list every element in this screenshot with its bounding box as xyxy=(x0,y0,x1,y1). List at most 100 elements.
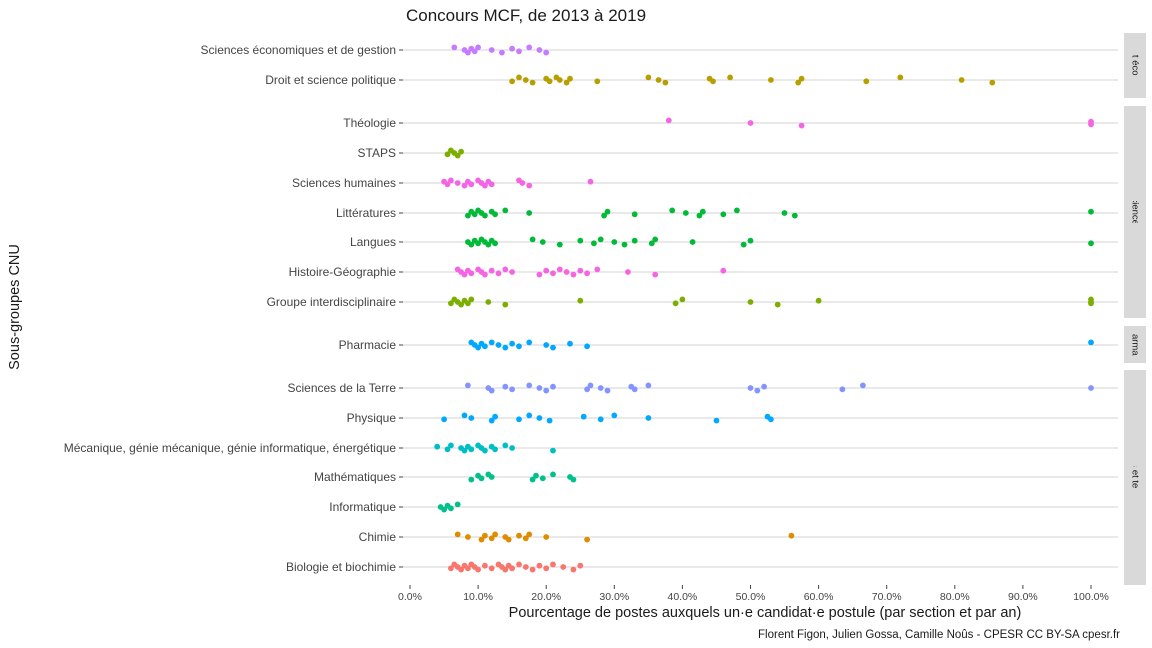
data-point xyxy=(448,300,454,307)
facet-strip-harmac: harmac xyxy=(1124,326,1146,363)
category-label-staps: STAPS xyxy=(358,146,396,160)
x-axis-ticks: 0.0% 10.0% 20.0% 30.0% 40.0% 50.0% 60.0% 70.0% 8… xyxy=(398,585,1109,603)
data-point xyxy=(478,475,485,482)
data-point xyxy=(798,75,805,82)
data-point xyxy=(526,412,533,419)
data-point xyxy=(516,48,522,55)
data-point xyxy=(536,271,543,278)
data-point xyxy=(860,382,866,389)
data-point xyxy=(492,446,498,453)
data-point xyxy=(509,45,515,52)
data-point xyxy=(556,77,563,83)
data-point xyxy=(597,236,604,243)
data-point xyxy=(475,344,481,351)
data-point xyxy=(740,241,747,248)
data-point xyxy=(488,417,495,424)
data-point xyxy=(482,182,488,189)
data-point xyxy=(577,267,584,274)
data-point xyxy=(448,442,454,449)
data-point xyxy=(451,44,458,51)
data-point xyxy=(471,211,478,218)
data-point xyxy=(529,476,536,483)
data-point xyxy=(526,210,533,216)
data-point xyxy=(550,447,556,454)
data-point xyxy=(597,416,604,423)
data-point xyxy=(798,122,805,129)
data-point xyxy=(754,387,761,394)
data-point xyxy=(689,239,696,245)
data-point xyxy=(536,562,543,569)
data-point xyxy=(448,565,454,572)
data-point xyxy=(526,44,533,51)
y-axis-label: Sous-groupes CNU xyxy=(7,244,23,370)
data-point xyxy=(543,534,550,540)
x-tick-label: 40.0% xyxy=(668,591,698,603)
data-point xyxy=(584,386,590,393)
category-label-histoire-geographie: Histoire-Géographie xyxy=(289,265,397,279)
data-point xyxy=(519,180,526,186)
data-point xyxy=(645,382,652,389)
x-tick-label: 90.0% xyxy=(1008,591,1038,603)
data-point xyxy=(471,48,478,55)
category-labels: Sciences économiques et de gestion Droit … xyxy=(64,43,403,574)
category-label-droit-et-science-politique: Droit et science politique xyxy=(265,73,396,87)
category-label-litteratures: Littératures xyxy=(336,206,396,220)
data-point xyxy=(468,296,475,303)
data-point xyxy=(577,297,584,304)
data-point xyxy=(468,270,475,277)
data-point xyxy=(611,412,618,419)
data-point xyxy=(1088,339,1094,346)
data-point xyxy=(529,236,536,243)
data-point xyxy=(594,78,601,85)
x-tick-label: 30.0% xyxy=(599,591,629,603)
data-point xyxy=(492,531,498,538)
x-tick-label: 80.0% xyxy=(940,591,970,603)
category-label-groupe-interdisciplinaire: Groupe interdisciplinaire xyxy=(267,295,397,309)
data-point xyxy=(482,447,488,454)
facet-strip-label: harmac xyxy=(1130,329,1141,361)
data-point xyxy=(563,79,570,86)
data-point xyxy=(839,386,846,393)
facet-strip-label: Lettres et sciences humaines xyxy=(1130,150,1141,273)
chart-caption: Florent Figon, Julien Gossa, Camille Noû… xyxy=(758,629,1120,641)
data-point xyxy=(768,77,774,83)
data-point xyxy=(468,241,475,248)
data-point xyxy=(509,269,515,275)
chart-title: Concours MCF, de 2013 à 2019 xyxy=(406,6,646,25)
data-point xyxy=(747,120,754,126)
data-point xyxy=(621,241,628,248)
data-point xyxy=(577,237,584,244)
data-point xyxy=(454,180,461,186)
data-point xyxy=(488,535,495,542)
data-point xyxy=(604,208,611,215)
data-point xyxy=(482,532,488,539)
data-point xyxy=(587,178,594,185)
data-point xyxy=(478,536,485,543)
data-point xyxy=(444,151,451,158)
data-point xyxy=(563,269,570,275)
data-point xyxy=(495,342,502,348)
data-point xyxy=(734,207,740,214)
data-point xyxy=(516,416,522,423)
data-point xyxy=(539,475,546,482)
data-point xyxy=(672,300,679,307)
data-point xyxy=(863,78,870,85)
data-point xyxy=(441,506,447,513)
data-point xyxy=(720,267,727,274)
data-point xyxy=(543,387,550,394)
data-point xyxy=(488,181,495,188)
data-point xyxy=(587,382,594,389)
data-point xyxy=(526,182,533,189)
data-point xyxy=(502,207,509,214)
data-point xyxy=(502,266,509,273)
data-point xyxy=(631,386,638,393)
data-point xyxy=(482,343,488,350)
data-point xyxy=(652,236,659,243)
data-point xyxy=(713,417,720,424)
data-point xyxy=(499,49,505,56)
data-point xyxy=(502,344,509,351)
data-point xyxy=(454,531,461,538)
data-point xyxy=(795,79,802,86)
data-point xyxy=(1088,385,1094,391)
data-point xyxy=(441,416,447,423)
